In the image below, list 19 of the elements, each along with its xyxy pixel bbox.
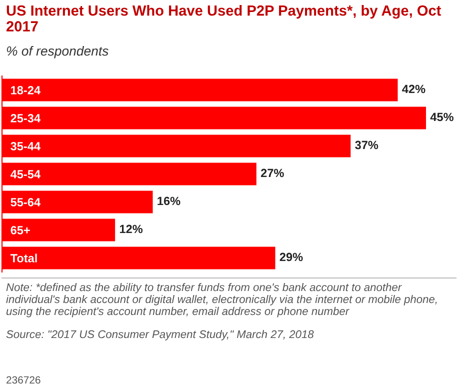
y-tick-label: 45-54	[10, 170, 40, 178]
y-tick-label: 18-24	[11, 86, 40, 94]
y-tick-label: 25-34	[10, 114, 40, 122]
data-label: 29%	[280, 252, 303, 262]
y-tick-label: 55-64	[10, 198, 40, 206]
chart-title: US Internet Users Who Have Used P2P Payments*, by Age, Oct 2017	[6, 5, 442, 32]
data-label: 16%	[158, 196, 180, 206]
data-label: 37%	[355, 140, 378, 150]
chart-subtitle: % of respondents	[6, 46, 108, 58]
data-label: 42%	[402, 84, 426, 94]
y-tick-label: 35-44	[10, 142, 40, 150]
data-label: 27%	[260, 168, 284, 178]
data-label: 45%	[430, 112, 454, 122]
data-label: 12%	[120, 224, 143, 234]
y-tick-label: 65+	[10, 226, 30, 234]
text: 236726	[6, 376, 40, 384]
y-tick-label: Total	[10, 254, 37, 262]
text: Note: *defined as the ability to transfer funds from one's bank account to another individual's bank account or digital wallet, electronically via the internet or mobile phone, using the recipient's account number, email address or phone number	[6, 283, 437, 318]
source-note: Source: "2017 US Consumer Payment Study," March 27, 2018	[6, 330, 314, 340]
